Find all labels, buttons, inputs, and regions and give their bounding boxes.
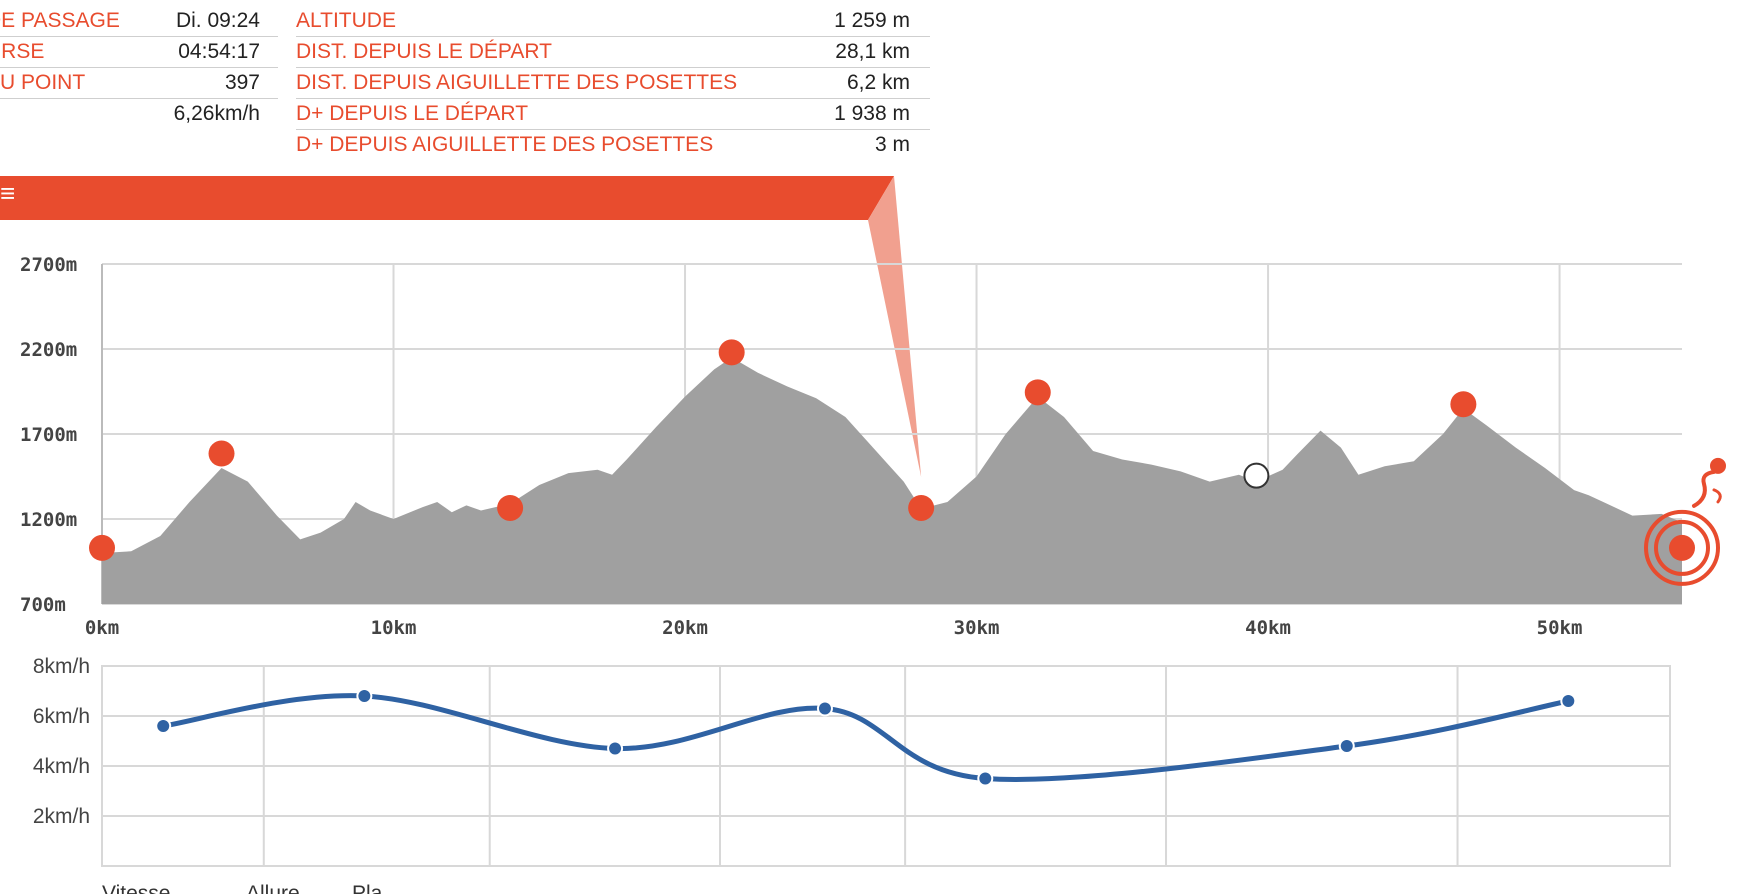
info-row: D+ DEPUIS LE DÉPART 1 938 m [296, 98, 930, 130]
elevation-x-tick-label: 20km [662, 617, 708, 639]
info-row: D+ DEPUIS AIGUILLETTE DES POSETTES 3 m [296, 130, 930, 161]
checkpoint-marker[interactable] [208, 440, 235, 467]
info-label: D+ DEPUIS AIGUILLETTE DES POSETTES [296, 133, 714, 156]
info-value: 1 938 m [816, 98, 930, 130]
runner-arm-icon [1712, 488, 1722, 504]
info-label: DE PASSAGE [0, 6, 128, 37]
speed-y-tick-label: 6km/h [33, 705, 90, 728]
elevation-axis-labels: 700m 1200m 1700m 2200m 2700m 0km 10km 20km 30km 4… [20, 254, 1582, 639]
runner-icon [1692, 469, 1716, 508]
speed-point[interactable] [1338, 738, 1355, 754]
info-value: 1 259 m [816, 6, 930, 37]
speed-point[interactable] [356, 688, 373, 704]
info-value: 3 m [874, 133, 910, 156]
info-label: ALTITUDE [296, 6, 817, 37]
legend-item[interactable]: Vitesse [102, 882, 171, 894]
info-label: URSE [0, 36, 128, 68]
checkpoint-marker[interactable] [497, 494, 524, 521]
info-row: URSE04:54:17 [0, 36, 278, 68]
elevation-y-tick-label: 2200m [20, 339, 77, 361]
elevation-x-tick-label: 30km [954, 617, 1000, 639]
checkpoint-marker[interactable] [718, 339, 745, 366]
elevation-profile-area[interactable] [102, 357, 1682, 605]
info-row: 6,26km/h [0, 99, 278, 130]
elevation-x-tick-label: 10km [371, 617, 417, 639]
elevation-y-tick-label: 1700m [20, 424, 77, 446]
info-value: 28,1 km [816, 36, 930, 68]
info-label: AU POINT [0, 67, 128, 99]
legend-item[interactable]: Allure [246, 882, 300, 894]
info-value: 6,26km/h [173, 102, 260, 125]
checkpoint-marker[interactable] [1450, 391, 1477, 418]
info-label: DIST. DEPUIS AIGUILLETTE DES POSETTES [296, 67, 817, 99]
info-row: ALTITUDE 1 259 m [296, 6, 930, 37]
checkpoint-marker[interactable] [1669, 534, 1695, 561]
info-row: DIST. DEPUIS AIGUILLETTE DES POSETTES 6,2… [296, 67, 930, 99]
info-label: DIST. DEPUIS LE DÉPART [296, 36, 817, 68]
finish-ring-outer [1644, 509, 1720, 586]
speed-point[interactable] [977, 770, 994, 787]
speed-legend: Vitesse Allure Pla [102, 882, 383, 894]
speed-point[interactable] [155, 718, 172, 734]
speed-axis-labels: 2km/h 4km/h 6km/h 8km/h [33, 655, 90, 828]
checkpoint-marker[interactable] [908, 494, 935, 521]
speed-y-tick-label: 8km/h [33, 655, 90, 678]
elevation-y-tick-label: 1200m [20, 509, 77, 531]
speed-grid [101, 665, 1671, 867]
speed-points [155, 688, 1577, 787]
speed-y-tick-label: 4km/h [33, 755, 90, 778]
speed-point[interactable] [607, 740, 624, 757]
finish-ring-inner [1654, 519, 1710, 576]
info-label: D+ DEPUIS LE DÉPART [296, 98, 817, 130]
elevation-y-tick-label: 2700m [20, 254, 77, 276]
info-row: DIST. DEPUIS LE DÉPART 28,1 km [296, 36, 930, 68]
current-position-marker[interactable] [1243, 462, 1270, 489]
legend-item[interactable]: Pla [352, 882, 383, 894]
section-banner [0, 176, 894, 220]
info-value: Di. 09:24 [128, 6, 278, 37]
elevation-checkpoints [89, 339, 1726, 586]
speed-y-tick-label: 2km/h [33, 805, 90, 828]
runner-head-icon [1710, 457, 1726, 474]
speed-point[interactable] [1560, 693, 1577, 709]
elevation-x-tick-label: 40km [1245, 617, 1291, 639]
point-stats-table: ALTITUDE 1 259 m DIST. DEPUIS LE DÉPART 28,… [296, 6, 930, 160]
elevation-x-tick-label: 0km [85, 617, 119, 639]
selection-pointer [868, 176, 922, 477]
info-value: 6,2 km [816, 67, 930, 99]
speed-point[interactable] [816, 700, 833, 717]
checkpoint-marker[interactable] [89, 534, 115, 561]
menu-icon[interactable]: ≡ [0, 178, 16, 208]
info-value: 04:54:17 [128, 36, 278, 68]
info-value: 397 [128, 67, 278, 99]
checkpoint-marker[interactable] [1024, 379, 1051, 406]
elevation-y-tick-label: 700m [20, 594, 66, 616]
elevation-x-tick-label: 50km [1537, 617, 1583, 639]
